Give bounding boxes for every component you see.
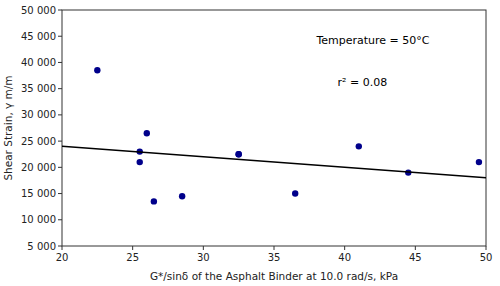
scatter-point (292, 190, 298, 196)
y-tick-label: 15 000 (21, 188, 56, 199)
x-tick (486, 246, 487, 250)
x-tick-label: 25 (126, 252, 139, 263)
y-axis-label: Shear Strain, γ m/m (2, 75, 14, 180)
x-tick (62, 246, 63, 250)
y-axis: 5 000 10 000 15 000 20 000 25 000 30 000 35 00… (21, 5, 62, 252)
y-tick-label: 30 000 (21, 109, 56, 120)
scatter-point (151, 198, 157, 204)
y-tick-label: 5 000 (27, 241, 56, 252)
plot-area (62, 67, 486, 205)
x-tick-label: 50 (480, 252, 493, 263)
x-tick-label: 30 (197, 252, 210, 263)
scatter-point (235, 151, 241, 157)
x-tick-label: 20 (56, 252, 69, 263)
x-tick (274, 246, 275, 250)
y-tick-label: 40 000 (21, 57, 56, 68)
scatter-point (179, 193, 185, 199)
annotation: Temperature = 50°C (315, 34, 429, 47)
x-tick (132, 246, 133, 250)
scatter-point (94, 67, 100, 73)
x-tick-label: 35 (268, 252, 281, 263)
x-tick (415, 246, 416, 250)
y-tick (58, 246, 62, 247)
scatter-point (137, 159, 143, 165)
x-axis: 20 25 30 35 40 45 50 (56, 246, 493, 263)
plot-frame (62, 10, 486, 246)
x-tick (344, 246, 345, 250)
annotation: r² = 0.08 (338, 76, 388, 89)
chart: 20 25 30 35 40 45 50 G*/sinδ of the Asphalt Bin… (0, 0, 500, 286)
scatter-point (235, 151, 241, 157)
y-tick (58, 114, 62, 115)
y-tick (58, 62, 62, 63)
y-tick-label: 50 000 (21, 5, 56, 16)
x-tick (203, 246, 204, 250)
trend-line (62, 146, 486, 177)
y-tick-label: 45 000 (21, 31, 56, 42)
y-tick (58, 36, 62, 37)
y-tick (58, 193, 62, 194)
y-tick (58, 10, 62, 11)
y-tick (58, 88, 62, 89)
scatter-point (476, 159, 482, 165)
y-tick-label: 20 000 (21, 162, 56, 173)
y-tick (58, 141, 62, 142)
scatter-point (356, 143, 362, 149)
y-tick-label: 25 000 (21, 136, 56, 147)
x-axis-label: G*/sinδ of the Asphalt Binder at 10.0 ra… (150, 270, 398, 282)
y-tick-label: 35 000 (21, 83, 56, 94)
y-tick (58, 167, 62, 168)
y-tick-label: 10 000 (21, 214, 56, 225)
x-tick-label: 45 (409, 252, 422, 263)
y-tick (58, 219, 62, 220)
x-tick-label: 40 (338, 252, 351, 263)
scatter-point (144, 130, 150, 136)
